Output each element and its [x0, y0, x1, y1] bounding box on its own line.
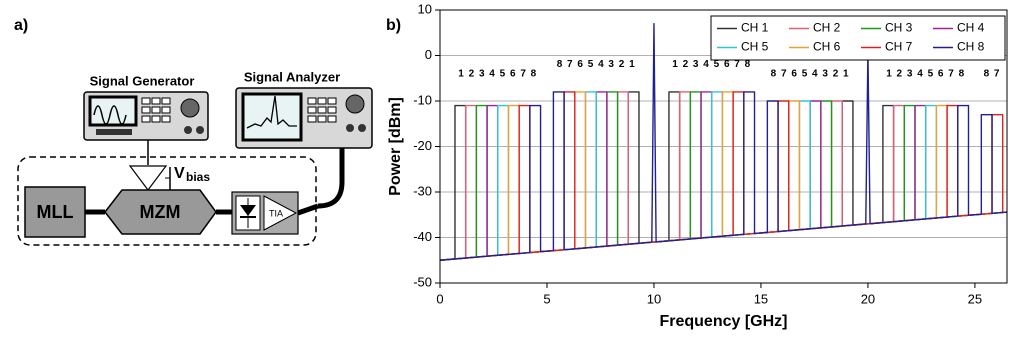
legend-label: CH 2: [813, 21, 841, 35]
x-axis-title: Frequency [GHz]: [659, 313, 787, 330]
y-tick-label: -50: [413, 274, 432, 289]
legend-label: CH 1: [741, 21, 769, 35]
mll-label: MLL: [37, 202, 74, 222]
plot-frame: [439, 9, 1008, 284]
legend-label: CH 6: [813, 40, 841, 54]
x-tick-label: 25: [968, 291, 982, 306]
y-tick-label: 10: [418, 1, 432, 16]
legend-label: CH 3: [885, 21, 913, 35]
y-tick-label: -10: [413, 92, 432, 107]
x-tick-label: 5: [543, 291, 550, 306]
channel-annotation: 8 7: [984, 68, 1001, 79]
receiver: [231, 191, 299, 235]
x-tick-label: 0: [436, 291, 443, 306]
y-tick-label: -20: [413, 138, 432, 153]
channel-annotation: 8 7 6 5 4 3 2 1: [557, 59, 636, 70]
channel-annotation: 8 7 6 5 4 3 2 1: [771, 68, 850, 79]
dashed-enclosure: [17, 156, 317, 246]
x-tick-label: 20: [861, 291, 875, 306]
panel-label: a): [14, 17, 28, 34]
x-tick-label: 15: [754, 291, 768, 306]
legend-label: CH 5: [741, 40, 769, 54]
mzm-label: MZM: [140, 202, 181, 222]
y-tick-label: 0: [425, 47, 432, 62]
signal-generator: [83, 91, 209, 141]
mll-block: [24, 186, 86, 238]
channel-annotation: 1 2 3 4 5 6 7 8: [458, 68, 537, 79]
amplifier: [128, 165, 168, 191]
signal-analyzer: [235, 87, 373, 149]
analyzer-label: Signal Analyzer: [244, 69, 340, 84]
cable: [317, 148, 345, 209]
vbias-v: V: [174, 165, 185, 182]
channel-annotation: 1 2 3 4 5 6 7 8: [886, 68, 965, 79]
channel-annotation: 1 2 3 4 5 6 7 8: [672, 59, 751, 70]
legend-label: CH 4: [957, 21, 985, 35]
legend-box: [710, 15, 1006, 61]
series-line: [439, 22, 1008, 261]
vbias-sub: bias: [186, 170, 210, 184]
legend-label: CH 8: [957, 40, 985, 54]
legend-label: CH 7: [885, 40, 913, 54]
y-axis-title: Power [dBm]: [387, 97, 404, 196]
panel-label: b): [386, 17, 401, 34]
generator-label: Signal Generator: [90, 73, 195, 88]
y-tick-label: -40: [413, 229, 432, 244]
x-tick-label: 10: [647, 291, 661, 306]
y-tick-label: -30: [413, 183, 432, 198]
tia-label: TIA: [269, 208, 283, 218]
